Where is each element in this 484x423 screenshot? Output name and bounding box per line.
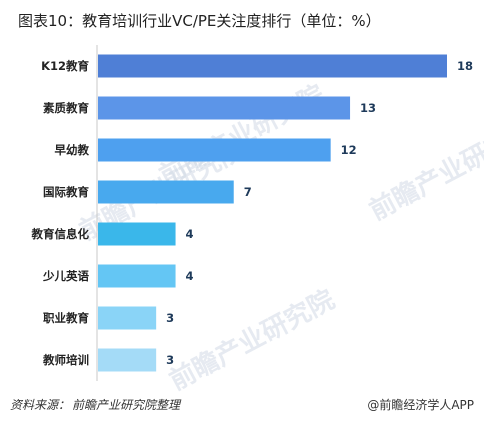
bar	[98, 348, 157, 372]
bar	[98, 306, 157, 330]
category-label: 早幼教	[55, 143, 90, 157]
value-label: 3	[166, 353, 174, 367]
source-text: 前瞻产业研究院整理	[72, 398, 181, 412]
category-label: 素质教育	[43, 101, 89, 115]
value-label: 12	[341, 143, 357, 157]
category-label: 职业教育	[43, 311, 89, 325]
chart-title: 图表10：教育培训行业VC/PE关注度排行（单位：%）	[18, 12, 381, 30]
category-label: 教育信息化	[31, 227, 90, 241]
bar	[98, 222, 176, 246]
value-label: 4	[186, 269, 194, 283]
bar	[98, 264, 176, 288]
source-note: 资料来源： 前瞻产业研究院整理	[10, 396, 180, 413]
category-label: 国际教育	[43, 185, 89, 199]
value-label: 18	[457, 59, 473, 73]
category-label: 教师培训	[42, 353, 89, 367]
value-label: 3	[166, 311, 174, 325]
brand-credit: @前瞻经济学人APP	[367, 398, 474, 412]
category-label: K12教育	[41, 59, 89, 73]
value-label: 13	[360, 101, 376, 115]
bar	[98, 54, 447, 78]
bar	[98, 138, 331, 162]
category-label: 少儿英语	[42, 269, 89, 283]
value-label: 4	[186, 227, 194, 241]
source-label: 资料来源：	[10, 398, 71, 412]
bar	[98, 96, 351, 120]
bar	[98, 180, 234, 204]
value-label: 7	[244, 185, 252, 199]
